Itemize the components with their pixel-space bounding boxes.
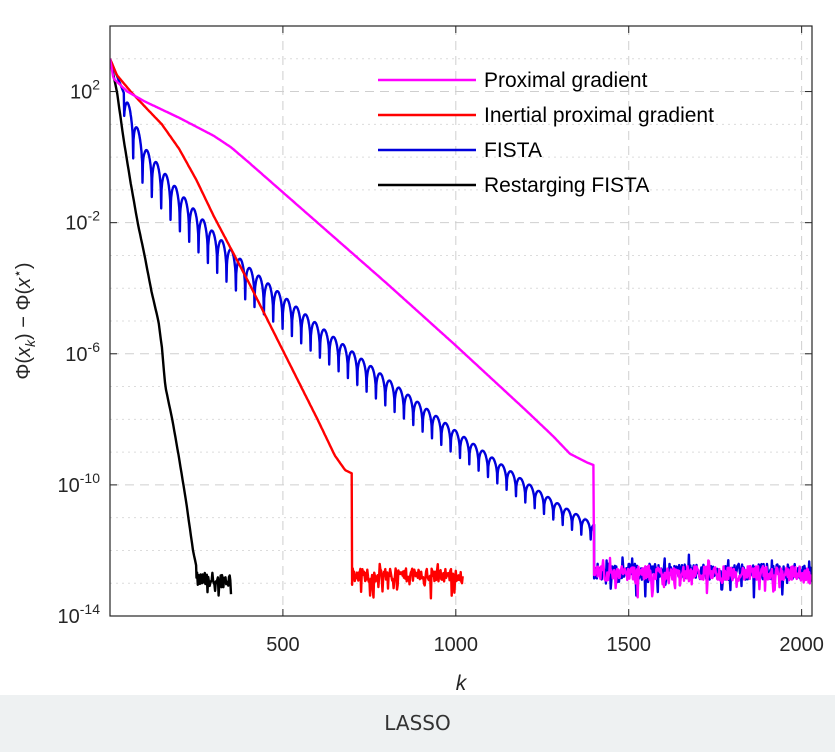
y-tick-label: 10-10 bbox=[58, 470, 101, 497]
x-axis-label: k bbox=[456, 672, 468, 695]
chart-svg: 500 1000 1500 2000 102 10-2 10-6 10-10 10-14 k Φ(x… bbox=[9, 25, 824, 695]
figure: 500 1000 1500 2000 102 10-2 10-6 10-10 10-14 k Φ(x… bbox=[9, 25, 824, 695]
plot-area bbox=[110, 26, 812, 616]
figure-caption: LASSO bbox=[384, 711, 451, 735]
series-line-inertial-proximal-gradient bbox=[110, 58, 464, 600]
x-tick-label: 2000 bbox=[779, 634, 824, 656]
legend-label-proximal-gradient: Proximal gradient bbox=[484, 69, 648, 92]
legend: Proximal gradient Inertial proximal gradi… bbox=[378, 69, 714, 197]
caption-bar bbox=[0, 695, 835, 752]
series-line-restarging-fista bbox=[110, 58, 233, 597]
y-tick-label: 10-14 bbox=[58, 601, 101, 628]
y-tick-label: 10-2 bbox=[65, 208, 100, 235]
ticks: 500 1000 1500 2000 102 10-2 10-6 10-10 10-14 bbox=[58, 26, 824, 656]
y-tick-label: 102 bbox=[70, 77, 100, 104]
legend-label-fista: FISTA bbox=[484, 139, 542, 162]
legend-label-inertial-proximal-gradient: Inertial proximal gradient bbox=[484, 104, 714, 127]
y-axis-label: Φ(xk) − Φ(x⋆) bbox=[9, 262, 38, 379]
series-line-proximal-gradient bbox=[110, 58, 812, 599]
axes-frame bbox=[109, 25, 813, 617]
series-line-fista bbox=[110, 58, 812, 599]
y-tick-label: 10-6 bbox=[65, 339, 100, 366]
legend-label-restarging-fista: Restarging FISTA bbox=[484, 174, 649, 197]
x-tick-label: 1000 bbox=[434, 634, 479, 656]
x-tick-label: 1500 bbox=[606, 634, 651, 656]
series-group bbox=[110, 58, 812, 600]
x-tick-label: 500 bbox=[266, 634, 299, 656]
